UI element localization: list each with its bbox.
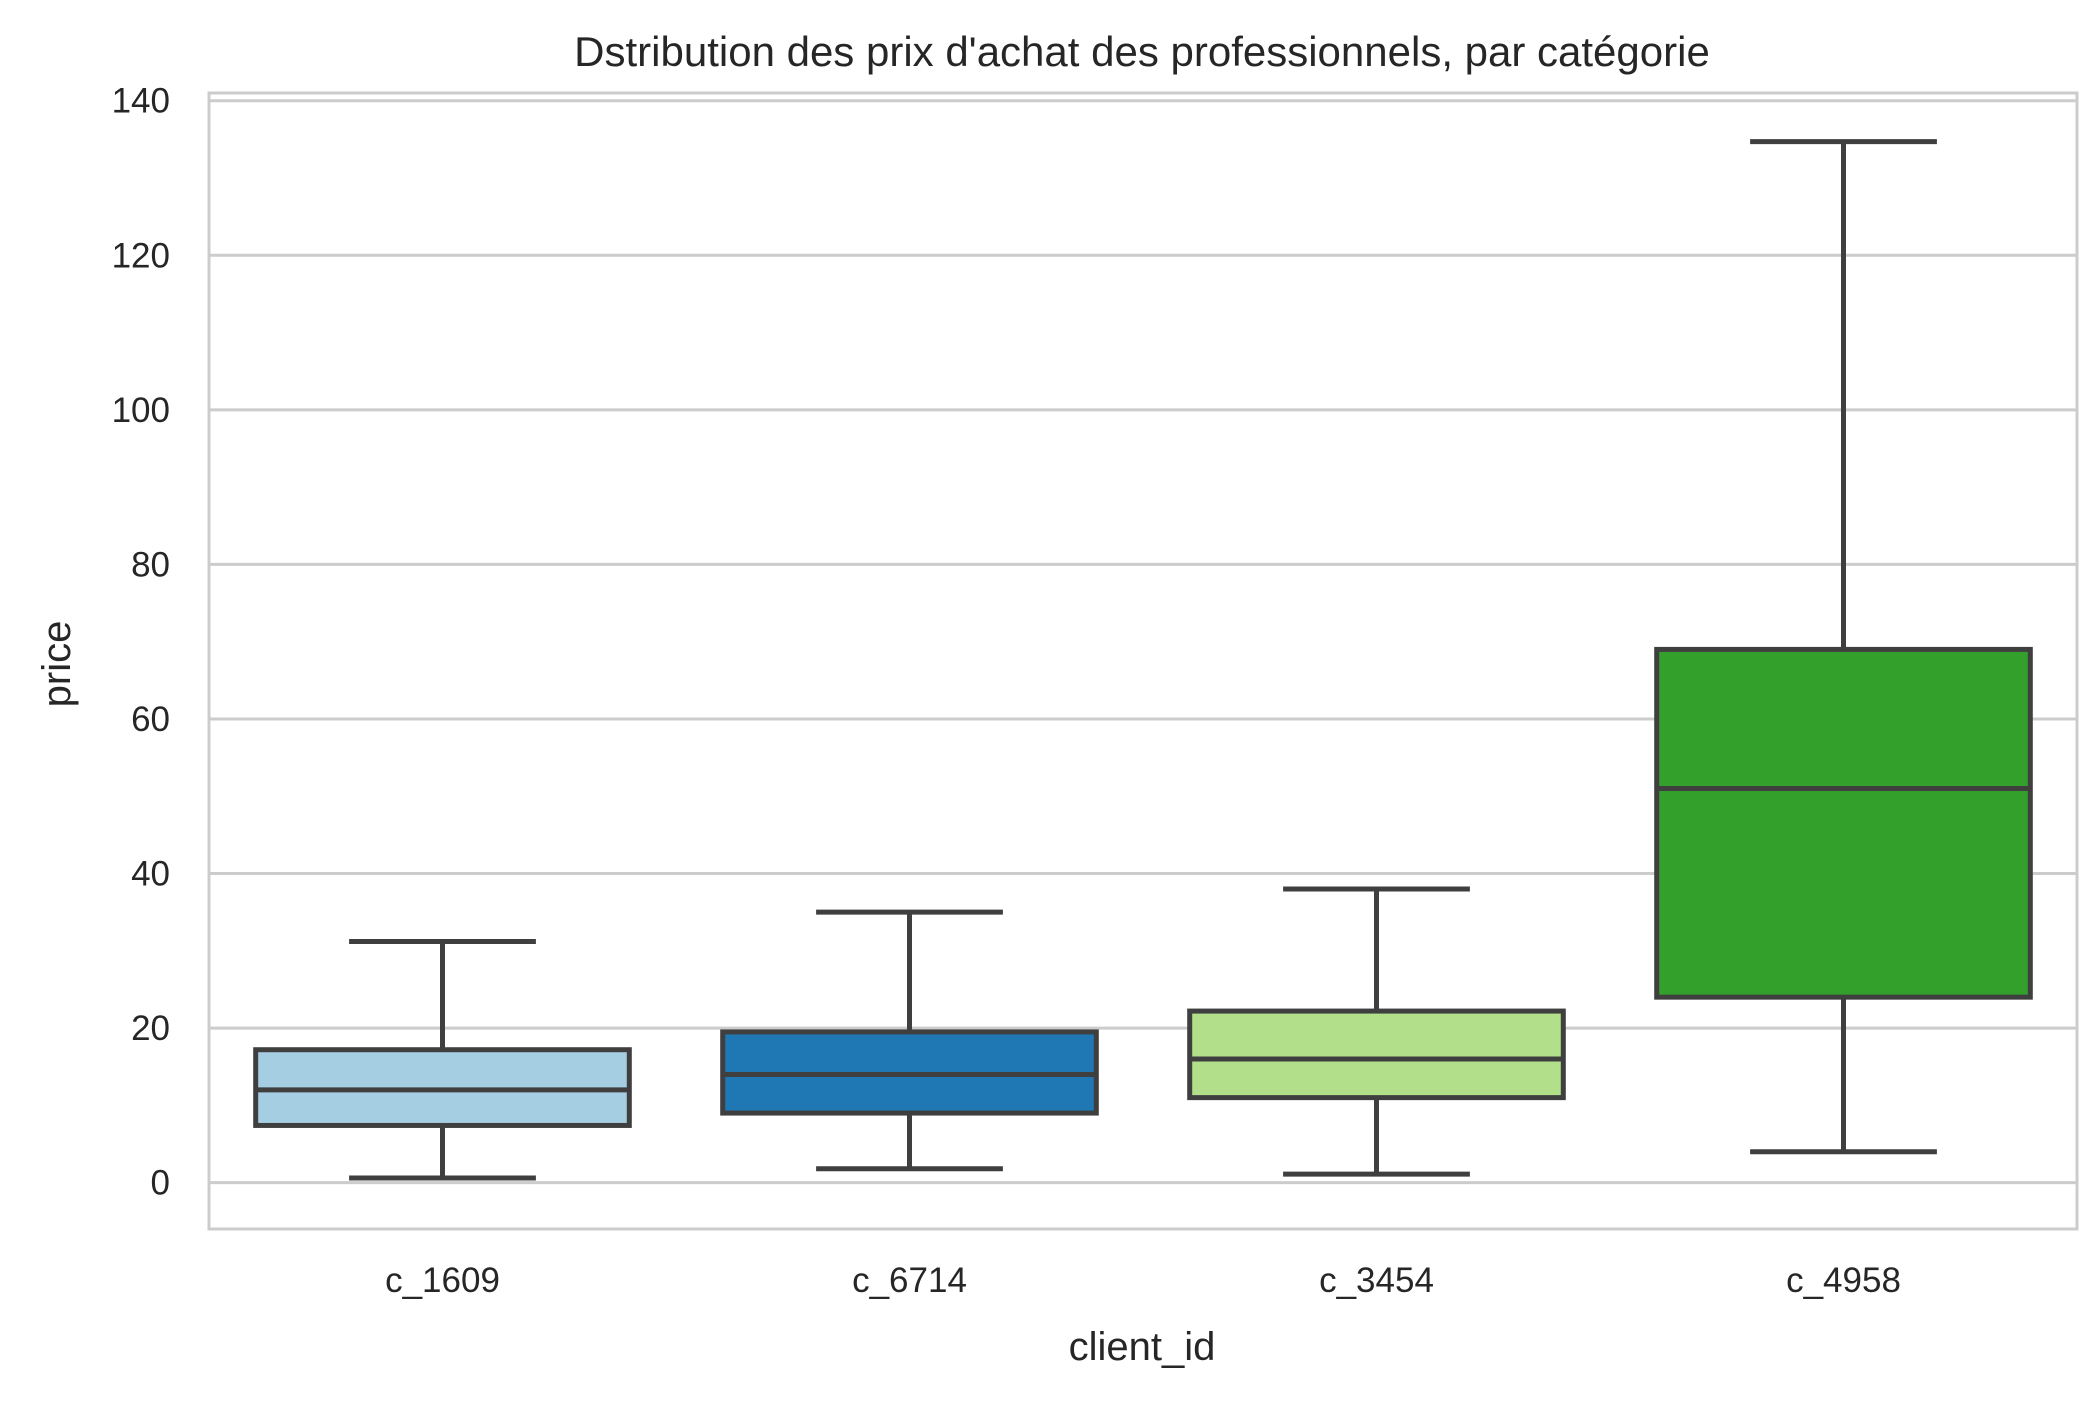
x-tick-label: c_3454 bbox=[1319, 1261, 1434, 1300]
x-tick-label: c_4958 bbox=[1786, 1261, 1901, 1300]
iqr-box bbox=[1187, 1008, 1566, 1101]
x-axis-label: client_id bbox=[1069, 1325, 1216, 1369]
box-c_3454 bbox=[1187, 886, 1566, 1177]
y-tick-label: 120 bbox=[112, 236, 170, 275]
box-c_6714 bbox=[720, 909, 1099, 1172]
x-tick-label: c_1609 bbox=[385, 1261, 500, 1300]
y-tick-label: 80 bbox=[131, 545, 170, 584]
y-tick-label: 40 bbox=[131, 855, 170, 894]
y-tick-label: 20 bbox=[131, 1009, 170, 1048]
y-axis-label: price bbox=[35, 621, 79, 708]
box-series bbox=[253, 139, 2033, 1181]
box-c_1609 bbox=[253, 939, 632, 1181]
chart-title: Dstribution des prix d'achat des profess… bbox=[574, 28, 1710, 75]
iqr-box bbox=[1654, 646, 2033, 1000]
x-tick-label: c_6714 bbox=[852, 1261, 967, 1300]
y-tick-label: 60 bbox=[131, 700, 170, 739]
grid-lines bbox=[209, 99, 2077, 1185]
x-tick-labels: c_1609 c_6714 c_3454 c_4958 bbox=[385, 1261, 1901, 1300]
y-tick-labels: 0 20 40 60 80 100 120 140 bbox=[112, 82, 170, 1203]
plot-frame bbox=[207, 91, 2079, 1231]
y-tick-label: 0 bbox=[151, 1164, 170, 1203]
box-c_4958 bbox=[1654, 139, 2033, 1155]
y-tick-label: 140 bbox=[112, 82, 170, 121]
y-tick-label: 100 bbox=[112, 391, 170, 430]
